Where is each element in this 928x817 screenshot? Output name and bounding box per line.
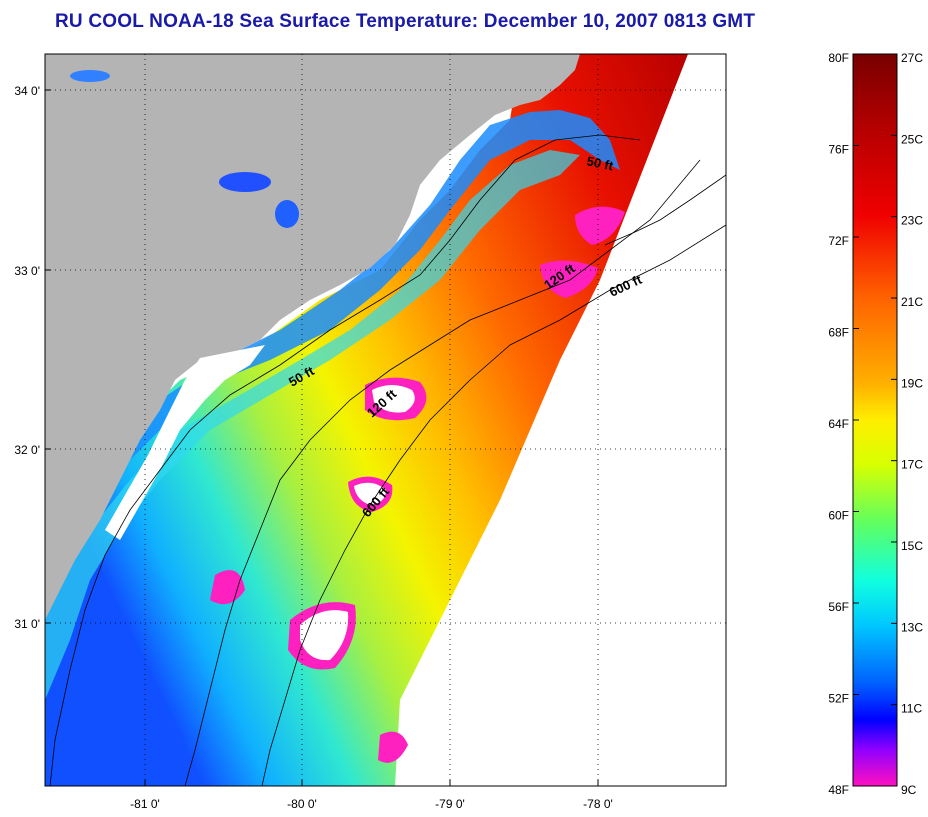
colorbar-fahrenheit-label: 68F: [828, 326, 849, 340]
colorbar: 80F 76F 72F 68F 64F 60F 56F 52F 48F 27C 25C 23C 21C…: [828, 51, 923, 797]
lon-tick-label: -79 0': [435, 797, 465, 811]
cloud-spot: [354, 482, 386, 505]
colorbar-fahrenheit-label: 52F: [828, 692, 849, 706]
cloud-spot: [575, 206, 625, 245]
cloud-spot: [372, 385, 415, 413]
lat-tick-label: 34 0': [14, 84, 40, 98]
colorbar-fahrenheit-label: 76F: [828, 143, 849, 157]
lon-tick-label: -81 0': [130, 797, 160, 811]
lon-tick-label: -78 0': [583, 797, 613, 811]
isobath-120ft: [184, 159, 701, 786]
cloud-spot: [378, 731, 408, 763]
colorbar-fahrenheit-label: 72F: [828, 234, 849, 248]
colorbar-celsius-label: 23C: [901, 214, 923, 228]
colorbar-celsius-label: 13C: [901, 620, 923, 634]
colorbar-celsius-label: 15C: [901, 539, 923, 553]
colorbar-gradient: [852, 53, 898, 787]
colorbar-fahrenheit-label: 80F: [828, 51, 849, 65]
contour-label-50ft-north: 50 ft: [585, 153, 615, 173]
colorbar-celsius-label: 9C: [901, 783, 917, 797]
colorbar-fahrenheit-label: 56F: [828, 600, 849, 614]
lake-patch: [70, 70, 110, 82]
colorbar-fahrenheit-label: 60F: [828, 509, 849, 523]
lat-tick-label: 33 0': [14, 264, 40, 278]
coastline: [604, 174, 726, 246]
colorbar-celsius-label: 27C: [901, 51, 923, 65]
axis-ticks: [45, 89, 599, 786]
land-mass: [45, 54, 580, 620]
lon-tick-label: -80 0': [287, 797, 317, 811]
lat-tick-label: 31 0': [14, 617, 40, 631]
lake-patch: [275, 200, 299, 228]
colorbar-celsius-label: 21C: [901, 295, 923, 309]
map-frame: [44, 53, 727, 787]
coastal-cloud-strip: [105, 345, 265, 540]
map-area: [45, 54, 726, 786]
colorbar-celsius-label: 25C: [901, 132, 923, 146]
lake-patch: [219, 172, 271, 192]
colorbar-fahrenheit-label: 64F: [828, 417, 849, 431]
colorbar-celsius-label: 17C: [901, 458, 923, 472]
colorbar-fahrenheit-label: 48F: [828, 783, 849, 797]
graticule: [45, 54, 726, 786]
map-title: RU COOL NOAA-18 Sea Surface Temperature:…: [55, 11, 756, 32]
isobath-50ft: [49, 134, 641, 786]
colorbar-celsius-label: 11C: [901, 702, 922, 716]
colorbar-celsius-label: 19C: [901, 376, 923, 390]
isobath-600ft: [261, 224, 726, 786]
cloud-spot: [300, 610, 349, 661]
lat-tick-label: 32 0': [14, 443, 40, 457]
cloud-spot: [210, 570, 245, 605]
sst-swath: [45, 54, 688, 786]
